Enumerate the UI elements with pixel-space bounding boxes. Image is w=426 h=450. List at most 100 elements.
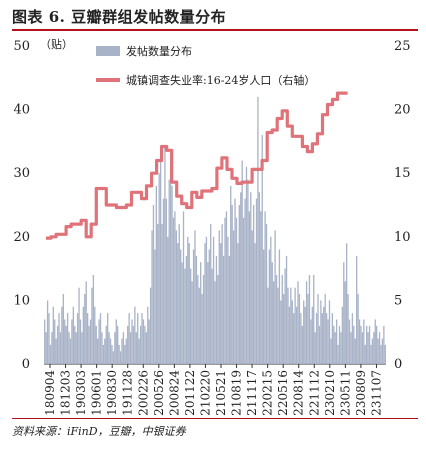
- bar: [191, 281, 193, 364]
- bar: [81, 332, 83, 364]
- bar: [195, 255, 198, 364]
- bar: [208, 249, 210, 364]
- bar: [242, 217, 245, 364]
- x-tick-label: 200526: [152, 370, 166, 416]
- left-tick-label: 30: [13, 166, 30, 181]
- bar: [367, 332, 369, 364]
- bar: [44, 319, 46, 364]
- bar: [265, 224, 268, 364]
- bar: [347, 294, 349, 364]
- bar: [49, 344, 52, 364]
- bar: [313, 274, 315, 364]
- bar: [275, 274, 278, 364]
- bar: [357, 294, 359, 364]
- bar: [258, 192, 261, 364]
- bar: [267, 287, 269, 364]
- bar: [202, 274, 205, 364]
- footer-rule: [12, 418, 418, 419]
- bar: [291, 300, 293, 364]
- bar: [102, 344, 105, 364]
- bar: [231, 205, 233, 364]
- x-tick-label: 200226: [136, 370, 150, 416]
- bar: [69, 338, 72, 364]
- legend-line-swatch: [96, 78, 120, 82]
- bar: [178, 224, 180, 364]
- bar: [52, 306, 54, 364]
- bar: [152, 205, 155, 364]
- bar: [157, 224, 159, 364]
- x-tick-label: 210521: [214, 370, 228, 416]
- bar: [325, 313, 328, 364]
- left-tick-label: 50: [13, 39, 30, 54]
- unemployment-line: [46, 91, 348, 240]
- bar: [307, 294, 309, 364]
- bar: [72, 306, 74, 364]
- bar: [180, 249, 182, 364]
- bar: [68, 332, 70, 364]
- bar: [294, 287, 296, 364]
- bar: [194, 230, 196, 364]
- bar: [287, 287, 289, 364]
- bar: [51, 332, 53, 364]
- bar: [224, 217, 226, 364]
- bar: [368, 325, 371, 364]
- bar: [97, 338, 99, 364]
- bar: [240, 192, 242, 364]
- bar: [257, 96, 259, 364]
- x-tick-label: 190830: [105, 370, 119, 416]
- bar: [190, 268, 192, 364]
- bar: [222, 255, 225, 364]
- x-tick-label: 220814: [292, 370, 306, 416]
- bar: [197, 274, 199, 364]
- right-tick-label: 15: [394, 166, 411, 181]
- bar: [251, 230, 253, 364]
- bar: [335, 319, 338, 364]
- bar: [317, 294, 319, 364]
- bar: [232, 230, 235, 364]
- x-tick-label: 230511: [338, 370, 352, 416]
- bar: [337, 344, 339, 364]
- left-axis-unit: （贴）: [40, 37, 73, 51]
- bar: [155, 185, 157, 364]
- bar: [177, 243, 179, 364]
- bar: [381, 338, 384, 364]
- bar: [217, 274, 219, 364]
- bar: [211, 268, 213, 364]
- bar: [334, 332, 336, 364]
- right-tick-label: 20: [394, 103, 411, 118]
- figure-header: 图表 6. 豆瓣群组发帖数量分布: [0, 0, 426, 34]
- x-tick-label: 190601: [90, 370, 104, 416]
- bar: [310, 319, 312, 364]
- bar: [185, 255, 188, 364]
- bar: [45, 332, 47, 364]
- bar: [64, 319, 66, 364]
- bar: [241, 160, 243, 364]
- bar: [304, 306, 306, 364]
- bar: [141, 313, 143, 364]
- bar: [104, 338, 106, 364]
- bar: [366, 325, 368, 364]
- bar: [254, 243, 256, 364]
- bar: [244, 198, 246, 364]
- bar: [356, 255, 358, 364]
- bar: [85, 281, 87, 364]
- bar: [318, 325, 321, 364]
- bar: [79, 319, 82, 364]
- source-note: 资料来源：iFinD，豆瓣，中银证券: [12, 425, 186, 438]
- left-tick-label: 20: [13, 230, 30, 245]
- bar: [238, 205, 240, 364]
- right-tick-label: 5: [394, 293, 402, 308]
- bar: [248, 211, 250, 364]
- bar: [151, 230, 153, 364]
- bar: [162, 198, 165, 364]
- bar: [132, 325, 135, 364]
- legend-bar-label: 发帖数量分布: [126, 44, 192, 58]
- bar: [148, 319, 150, 364]
- bar: [188, 243, 190, 364]
- x-tick-label: 201122: [183, 370, 197, 416]
- bar: [135, 332, 137, 364]
- left-tick-label: 10: [13, 293, 30, 308]
- bar: [344, 281, 346, 364]
- bar: [353, 325, 355, 364]
